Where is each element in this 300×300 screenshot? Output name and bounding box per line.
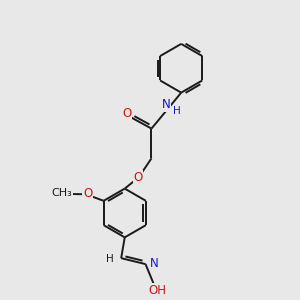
Text: O: O xyxy=(134,171,143,184)
Text: H: H xyxy=(173,106,181,116)
Text: N: N xyxy=(150,257,159,270)
Text: OH: OH xyxy=(148,284,166,297)
Text: O: O xyxy=(122,106,131,120)
Text: O: O xyxy=(83,187,92,200)
Text: N: N xyxy=(162,98,170,111)
Text: H: H xyxy=(106,254,114,264)
Text: CH₃: CH₃ xyxy=(52,188,72,198)
